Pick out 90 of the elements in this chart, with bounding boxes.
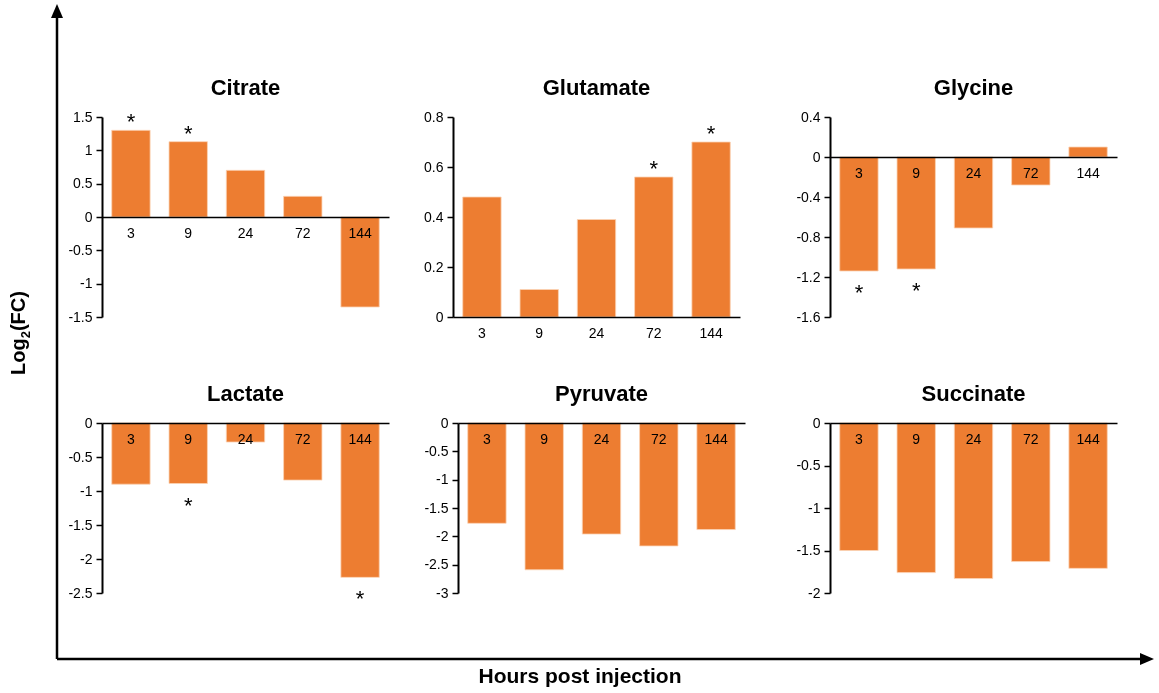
chart-title: Succinate xyxy=(921,381,1026,406)
x-tick-label: 3 xyxy=(127,430,136,447)
bar xyxy=(691,141,731,318)
annotation: * xyxy=(183,492,193,518)
y-tick-label: 1.5 xyxy=(73,108,93,125)
bar xyxy=(340,216,380,308)
x-tick-label: 72 xyxy=(651,430,667,447)
y-tick-label: 0 xyxy=(440,414,449,431)
y-tick-label: 0.5 xyxy=(73,175,93,192)
y-tick-label: -1 xyxy=(808,499,821,516)
x-tick-label: 3 xyxy=(483,430,492,447)
y-tick-label: -0.5 xyxy=(796,457,821,473)
y-tick-label: 0 xyxy=(812,148,821,165)
bar xyxy=(462,196,502,318)
chart-title: Glutamate xyxy=(542,75,651,100)
x-tick-label: 24 xyxy=(588,324,605,341)
x-tick-label: 3 xyxy=(478,324,487,341)
y-tick-label: -1.2 xyxy=(796,268,821,285)
x-tick-label: 24 xyxy=(237,224,254,241)
y-tick-label: -2 xyxy=(436,527,449,544)
y-tick-label: -2 xyxy=(808,584,821,601)
y-tick-label: -1.5 xyxy=(68,308,93,325)
y-tick-label: -0.5 xyxy=(68,448,93,465)
bar xyxy=(576,219,617,318)
x-tick-label: 72 xyxy=(295,224,311,241)
x-tick-label: 9 xyxy=(540,430,549,447)
y-tick-label: 1 xyxy=(84,141,93,158)
y-tick-label: 0.4 xyxy=(801,108,821,125)
annotation: * xyxy=(355,586,365,612)
y-tick-label: -0.5 xyxy=(68,241,93,258)
y-tick-label: -1 xyxy=(80,275,93,292)
bar xyxy=(111,129,151,218)
chart-title: Pyruvate xyxy=(555,381,648,406)
bar xyxy=(519,289,559,318)
y-tick-label: -1 xyxy=(436,471,449,488)
y-tick-label: -1.6 xyxy=(796,308,821,325)
y-tick-label: 0 xyxy=(84,414,93,431)
x-tick-label: 3 xyxy=(127,224,136,241)
x-tick-label: 9 xyxy=(184,430,193,447)
y-tick-label: -1 xyxy=(80,482,93,499)
x-tick-label: 144 xyxy=(348,224,372,241)
y-tick-label: -1.5 xyxy=(68,516,93,533)
x-tick-label: 72 xyxy=(646,324,662,341)
chart-title: Citrate xyxy=(210,75,281,100)
annotation: * xyxy=(649,156,659,181)
y-tick-label: 0.8 xyxy=(424,108,444,125)
y-tick-label: -0.5 xyxy=(424,442,449,459)
bar xyxy=(634,176,674,318)
annotation: * xyxy=(706,121,716,146)
y-tick-label: 0.6 xyxy=(424,158,444,175)
x-tick-label: 72 xyxy=(295,430,311,447)
chart-title: Lactate xyxy=(206,381,285,406)
y-tick-label: 0.2 xyxy=(424,258,444,275)
y-tick-label: -0.8 xyxy=(796,228,821,245)
x-tick-label: 3 xyxy=(855,430,864,447)
x-tick-label: 9 xyxy=(184,224,193,241)
y-tick-label: -2 xyxy=(80,550,93,567)
x-tick-label: 24 xyxy=(965,164,982,181)
y-tick-label: 0.4 xyxy=(424,208,444,225)
x-tick-label: 9 xyxy=(912,430,921,447)
y-tick-label: -3 xyxy=(436,584,449,601)
x-tick-label: 144 xyxy=(1076,430,1100,447)
y-tick-label: -1.5 xyxy=(424,499,449,516)
x-tick-label: 72 xyxy=(1023,164,1039,181)
x-tick-label: 9 xyxy=(535,324,544,341)
y-tick-label: 0 xyxy=(84,208,93,225)
bar xyxy=(225,169,266,218)
x-tick-label: 144 xyxy=(699,324,723,341)
y-tick-label: -0.4 xyxy=(796,188,821,205)
y-tick-label: 0 xyxy=(812,414,821,431)
x-axis-title: Hours post injection xyxy=(477,664,683,688)
y-tick-label: -2.5 xyxy=(68,584,93,601)
y-tick-label: -2.5 xyxy=(424,556,449,573)
annotation: * xyxy=(126,109,136,135)
x-tick-label: 9 xyxy=(912,164,921,181)
bar xyxy=(168,141,208,218)
chart-title: Glycine xyxy=(933,75,1014,100)
x-tick-label: 24 xyxy=(593,430,610,447)
x-tick-label: 72 xyxy=(1023,430,1039,447)
x-tick-label: 3 xyxy=(855,164,864,181)
bar xyxy=(283,195,323,218)
y-tick-label: -1.5 xyxy=(796,542,821,558)
x-tick-label: 24 xyxy=(965,430,982,447)
annotation: * xyxy=(911,278,921,303)
x-tick-label: 144 xyxy=(1076,164,1100,181)
annotation: * xyxy=(854,280,864,305)
y-tick-label: 0 xyxy=(435,308,444,325)
x-tick-label: 144 xyxy=(348,430,372,447)
x-tick-label: 144 xyxy=(704,430,728,447)
annotation: * xyxy=(183,120,193,146)
